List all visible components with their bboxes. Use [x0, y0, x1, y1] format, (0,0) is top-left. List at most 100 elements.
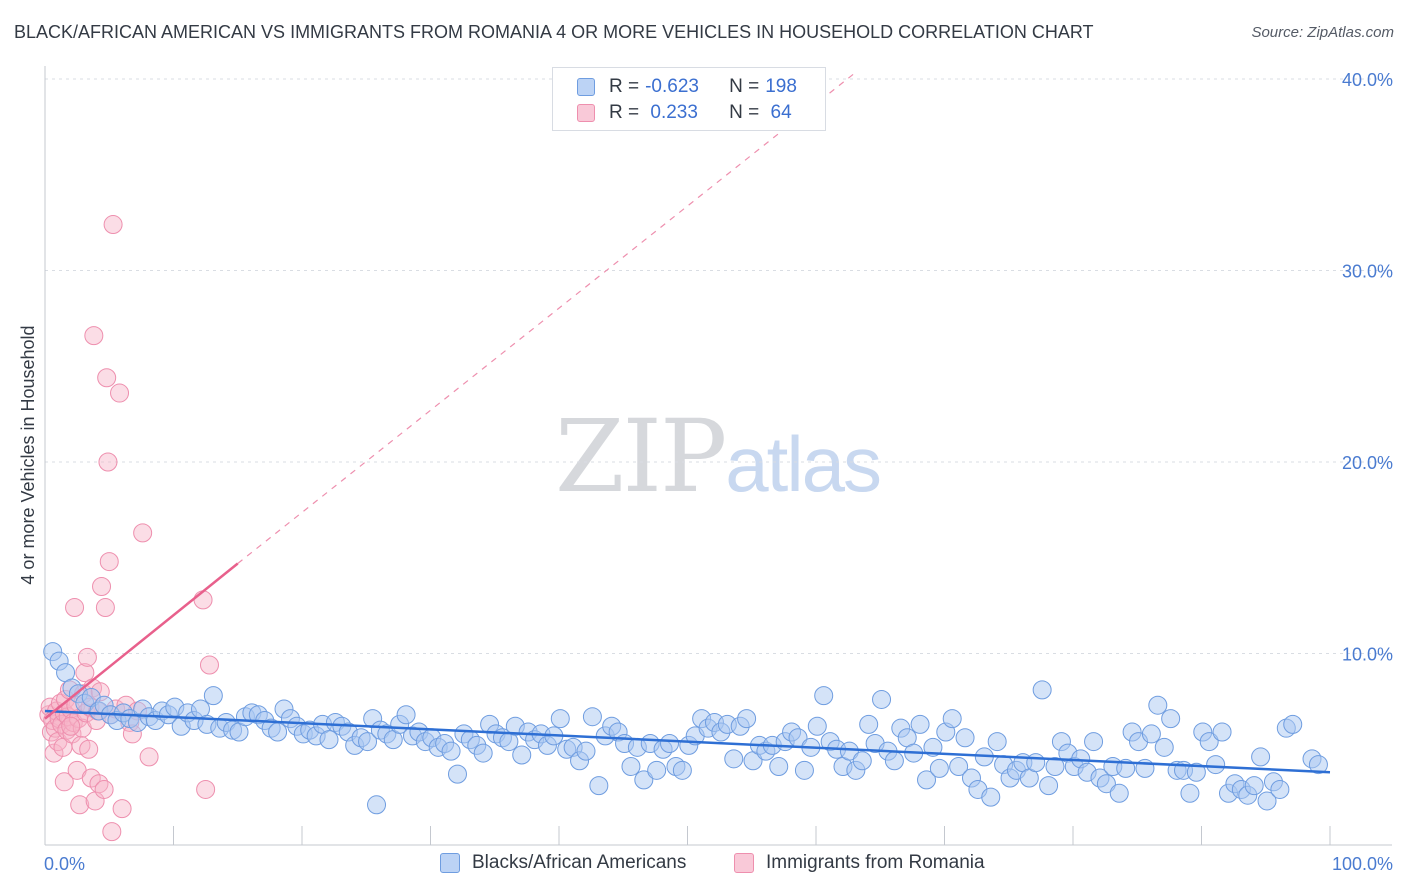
- point-black: [576, 741, 596, 761]
- point-black: [647, 760, 667, 780]
- chart-source: Source: ZipAtlas.com: [1251, 24, 1394, 41]
- point-black: [955, 728, 975, 748]
- series-label-blue: Blacks/African Americans: [472, 852, 687, 873]
- point-black: [319, 730, 339, 750]
- point-romania: [81, 768, 101, 788]
- point-black: [358, 732, 378, 752]
- legend-row-pink: R = 0.233 N = 64: [577, 101, 792, 125]
- x-tick-label-start: 0.0%: [44, 854, 85, 874]
- point-black: [807, 716, 827, 736]
- point-romania: [112, 799, 132, 819]
- point-black: [884, 751, 904, 771]
- legend-n-label-pink: N =: [729, 102, 760, 123]
- point-black: [473, 743, 493, 763]
- point-romania: [139, 747, 159, 767]
- point-romania: [94, 779, 114, 799]
- point-black: [724, 749, 744, 769]
- point-romania: [133, 523, 153, 543]
- point-romania: [193, 590, 213, 610]
- point-black: [660, 734, 680, 754]
- point-black: [872, 689, 892, 709]
- point-black: [1199, 732, 1219, 752]
- point-black: [1251, 747, 1271, 767]
- point-romania: [98, 452, 118, 472]
- point-romania: [65, 598, 85, 618]
- series-label-pink: Immigrants from Romania: [766, 852, 985, 873]
- y-tick-label: 10.0%: [1342, 645, 1393, 665]
- point-black: [910, 714, 930, 734]
- point-black: [917, 770, 937, 790]
- point-black: [942, 709, 962, 729]
- trend-lines: [44, 72, 1331, 774]
- point-black: [1212, 722, 1232, 742]
- point-romania: [102, 822, 122, 842]
- chart-title: BLACK/AFRICAN AMERICAN VS IMMIGRANTS FRO…: [14, 22, 1094, 42]
- point-black: [949, 756, 969, 776]
- point-black: [769, 756, 789, 776]
- trend-line-romania: [44, 562, 239, 720]
- point-black: [1084, 732, 1104, 752]
- point-black: [1180, 783, 1200, 803]
- point-black: [447, 764, 467, 784]
- point-black: [441, 741, 461, 761]
- point-romania: [97, 368, 117, 388]
- legend-r-value-blue: -0.623: [645, 76, 699, 97]
- point-black: [1026, 753, 1046, 773]
- correlation-legend: R = -0.623 N = 198 R = 0.233 N = 64: [552, 67, 826, 131]
- point-black: [1141, 724, 1161, 744]
- legend-r-value-pink: 0.233: [645, 102, 698, 123]
- point-black: [1109, 783, 1129, 803]
- axis-layer: 10.0% 20.0% 30.0% 40.0% 0.0% 100.0%: [44, 66, 1393, 874]
- point-black: [1032, 680, 1052, 700]
- point-romania: [103, 215, 123, 235]
- legend-n-value-blue: 198: [765, 76, 797, 97]
- point-black: [621, 756, 641, 776]
- legend-n-label-blue: N =: [729, 76, 760, 97]
- legend-swatch-blue: [577, 78, 595, 96]
- point-romania: [89, 774, 109, 794]
- pink-points: [39, 215, 219, 842]
- point-romania: [92, 576, 112, 596]
- point-black: [203, 686, 223, 706]
- series-swatch-blue: [440, 853, 460, 873]
- series-legend-blue: Blacks/African Americans: [440, 852, 686, 874]
- point-black: [737, 709, 757, 729]
- point-black: [589, 776, 609, 796]
- series-legend-pink: Immigrants from Romania: [734, 852, 985, 874]
- point-romania: [61, 716, 81, 736]
- point-romania: [54, 772, 74, 792]
- watermark-zip: ZIP: [555, 398, 727, 515]
- point-romania: [70, 795, 90, 815]
- point-black: [396, 705, 416, 725]
- point-black: [1154, 737, 1174, 757]
- point-romania: [110, 383, 130, 403]
- point-black: [634, 770, 654, 790]
- series-swatch-pink: [734, 853, 754, 873]
- point-black: [582, 707, 602, 727]
- point-romania: [95, 598, 115, 618]
- trend-line-black: [44, 709, 1331, 774]
- point-black: [550, 709, 570, 729]
- point-black: [512, 745, 532, 765]
- legend-r-label-blue: R =: [609, 76, 640, 97]
- point-black: [672, 760, 692, 780]
- legend-n-value-pink: 64: [765, 102, 792, 123]
- point-romania: [99, 552, 119, 572]
- point-black: [839, 741, 859, 761]
- point-black: [794, 760, 814, 780]
- watermark-atlas: atlas: [725, 420, 882, 508]
- point-romania: [196, 779, 216, 799]
- point-black: [852, 751, 872, 771]
- point-black: [1244, 776, 1264, 796]
- point-black: [981, 787, 1001, 807]
- watermark: ZIPatlas: [555, 398, 882, 515]
- point-black: [1039, 776, 1059, 796]
- legend-swatch-pink: [577, 104, 595, 122]
- point-black: [1096, 774, 1116, 794]
- point-black: [929, 758, 949, 778]
- point-black: [987, 732, 1007, 752]
- point-black: [1161, 709, 1181, 729]
- point-romania: [77, 647, 97, 667]
- point-romania: [199, 655, 219, 675]
